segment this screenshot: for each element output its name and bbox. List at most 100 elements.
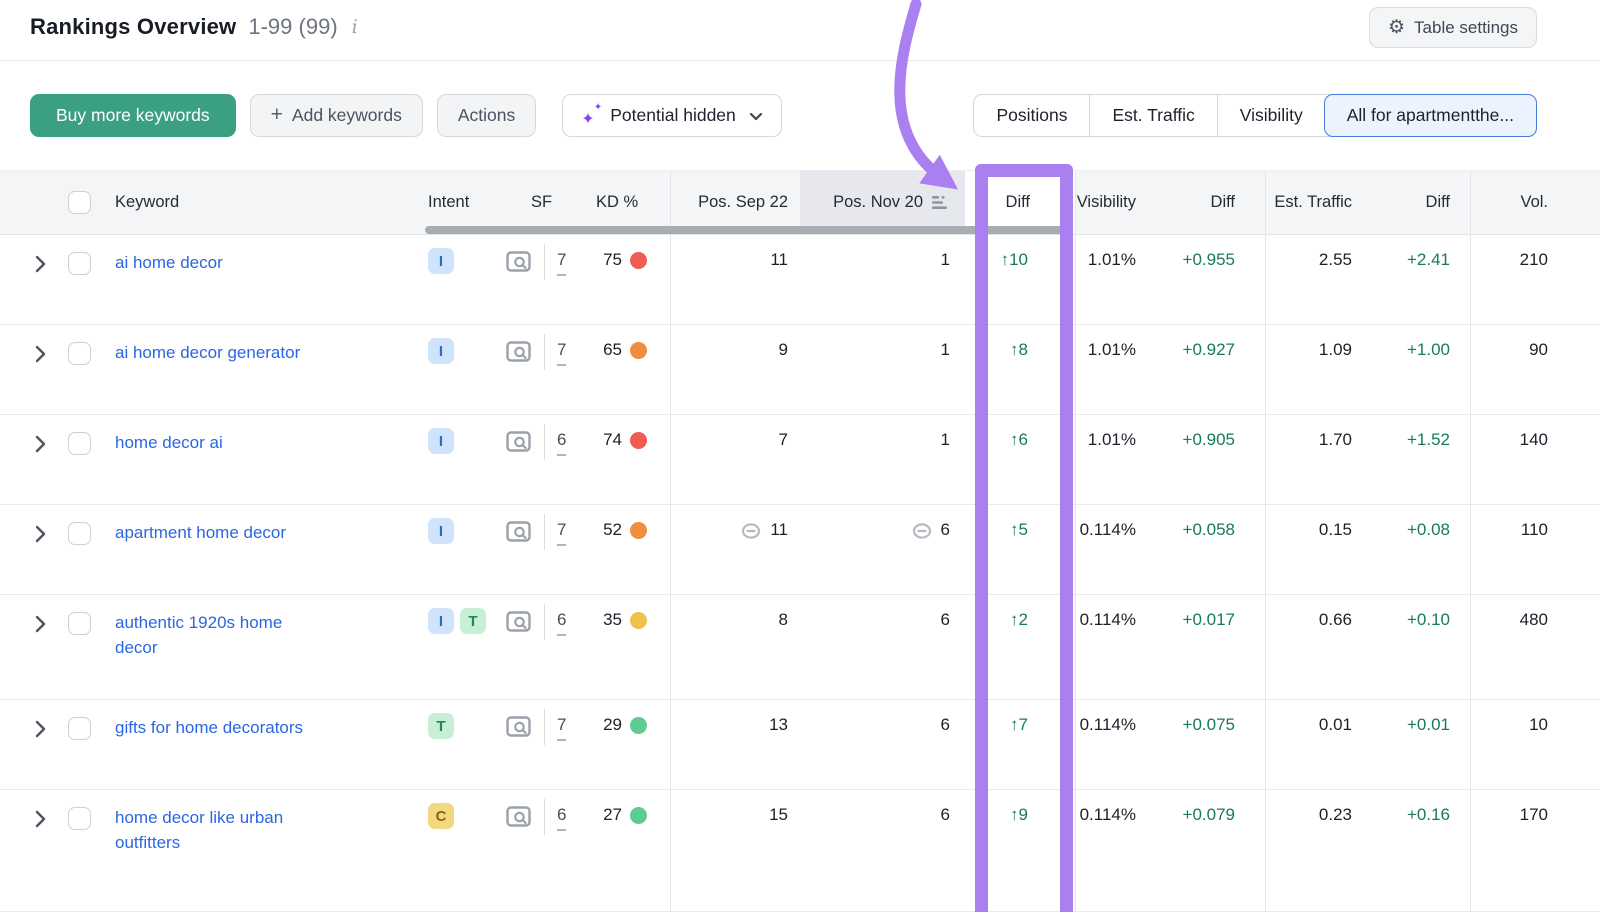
- position-diff-value: ↑5: [1010, 520, 1028, 540]
- sparkles-icon: ✦ ✦: [581, 106, 601, 126]
- sf-count-link[interactable]: 7: [557, 520, 566, 546]
- kd-level-dot: [630, 612, 647, 629]
- expand-row-control[interactable]: [0, 235, 60, 324]
- chevron-down-icon: [749, 112, 763, 121]
- expand-row-control[interactable]: [0, 595, 60, 699]
- intent-badge-informational: I: [428, 518, 454, 544]
- sf-divider: [544, 514, 545, 550]
- col-header-volume[interactable]: Vol.: [1470, 171, 1600, 234]
- col-header-visibility[interactable]: Visibility: [1075, 171, 1161, 234]
- kd-value: 29: [596, 715, 622, 735]
- col-header-position-diff[interactable]: Diff: [965, 171, 1075, 234]
- serp-features-icon[interactable]: [506, 806, 532, 833]
- expand-row-control[interactable]: [0, 790, 60, 911]
- horizontal-scrollbar-thumb[interactable]: [425, 226, 1063, 234]
- traffic-diff-value: +0.10: [1407, 610, 1450, 630]
- segment-all-for-project[interactable]: All for apartmentthe...: [1324, 94, 1537, 137]
- col-header-kd[interactable]: KD %: [590, 171, 670, 234]
- position-diff-value: ↑2: [1010, 610, 1028, 630]
- row-checkbox[interactable]: [68, 612, 91, 635]
- segment-positions[interactable]: Positions: [974, 95, 1089, 136]
- serp-features-icon[interactable]: [506, 521, 532, 548]
- sf-count-link[interactable]: 7: [557, 250, 566, 276]
- pos-nov-20-value: 6: [941, 715, 950, 735]
- keyword-link[interactable]: ai home decor: [115, 250, 223, 275]
- expand-row-control[interactable]: [0, 415, 60, 504]
- serp-features-icon[interactable]: [506, 341, 532, 368]
- pos-sep-22-value: 9: [779, 340, 788, 360]
- kd-value: 35: [596, 610, 622, 630]
- row-checkbox[interactable]: [68, 342, 91, 365]
- row-checkbox[interactable]: [68, 807, 91, 830]
- sf-count-link[interactable]: 6: [557, 805, 566, 831]
- visibility-value: 0.114%: [1080, 610, 1136, 630]
- row-checkbox[interactable]: [68, 522, 91, 545]
- col-header-traffic-diff[interactable]: Diff: [1377, 171, 1470, 234]
- col-header-intent[interactable]: Intent: [420, 171, 496, 234]
- sf-count-link[interactable]: 6: [557, 430, 566, 456]
- keyword-link[interactable]: home decor like urban outfitters: [115, 805, 283, 855]
- expand-row-control[interactable]: [0, 700, 60, 789]
- col-header-pos-nov-20[interactable]: Pos. Nov 20: [800, 171, 965, 234]
- visibility-diff-value: +0.079: [1183, 805, 1235, 825]
- chevron-right-icon: [35, 720, 46, 738]
- sf-count-link[interactable]: 7: [557, 340, 566, 366]
- select-all-checkbox[interactable]: [68, 191, 91, 214]
- serp-features-icon[interactable]: [506, 716, 532, 743]
- table-row: apartment home decor I 7 52: [0, 505, 1600, 595]
- sf-divider: [544, 799, 545, 835]
- intent-badge-commercial: C: [428, 803, 454, 829]
- kd-level-dot: [630, 252, 647, 269]
- intent-badges: I: [420, 415, 496, 504]
- buy-more-keywords-button[interactable]: Buy more keywords: [30, 94, 236, 137]
- intent-badges: I: [420, 235, 496, 324]
- pos-nov-20-value: 1: [941, 340, 950, 360]
- row-checkbox[interactable]: [68, 432, 91, 455]
- table-row: gifts for home decorators T 7 29: [0, 700, 1600, 790]
- potential-hidden-label: Potential hidden: [610, 105, 736, 126]
- keyword-link[interactable]: ai home decor generator: [115, 340, 300, 365]
- row-checkbox[interactable]: [68, 252, 91, 275]
- chevron-right-icon: [35, 615, 46, 633]
- serp-features-icon[interactable]: [506, 431, 532, 458]
- segment-visibility[interactable]: Visibility: [1217, 95, 1325, 136]
- add-keywords-label: Add keywords: [292, 105, 402, 126]
- serp-features-icon[interactable]: [506, 251, 532, 278]
- table-settings-button[interactable]: ⚙ Table settings: [1369, 7, 1537, 48]
- link-icon: [911, 522, 933, 545]
- actions-button[interactable]: Actions: [437, 94, 536, 137]
- intent-badge-transactional: T: [428, 713, 454, 739]
- add-keywords-button[interactable]: + Add keywords: [250, 94, 423, 137]
- intent-badge-transactional: T: [460, 608, 486, 634]
- title-bar: Rankings Overview 1-99 (99) i ⚙ Table se…: [0, 0, 1600, 61]
- keyword-link[interactable]: gifts for home decorators: [115, 715, 303, 740]
- col-header-keyword[interactable]: Keyword: [106, 171, 420, 234]
- kd-value: 74: [596, 430, 622, 450]
- sf-count-link[interactable]: 7: [557, 715, 566, 741]
- potential-hidden-dropdown[interactable]: ✦ ✦ Potential hidden: [562, 94, 782, 137]
- keyword-link[interactable]: home decor ai: [115, 430, 223, 455]
- position-diff-value: ↑9: [1010, 805, 1028, 825]
- info-icon[interactable]: i: [352, 16, 358, 38]
- expand-row-control[interactable]: [0, 325, 60, 414]
- pos-sep-22-value: 11: [770, 250, 788, 270]
- pos-nov-20-value: 6: [941, 610, 950, 630]
- intent-badge-informational: I: [428, 428, 454, 454]
- keyword-link[interactable]: authentic 1920s home decor: [115, 610, 282, 660]
- col-header-pos-sep-22[interactable]: Pos. Sep 22: [670, 171, 800, 234]
- expand-row-control[interactable]: [0, 505, 60, 594]
- pos-nov-20-label: Pos. Nov 20: [833, 193, 923, 212]
- serp-features-icon[interactable]: [506, 611, 532, 638]
- kd-level-dot: [630, 522, 647, 539]
- intent-badges: T: [420, 700, 496, 789]
- col-header-visibility-diff[interactable]: Diff: [1161, 171, 1265, 234]
- keyword-link[interactable]: apartment home decor: [115, 520, 286, 545]
- sf-count-link[interactable]: 6: [557, 610, 566, 636]
- table-row: ai home decor generator I 7 65: [0, 325, 1600, 415]
- gear-icon: ⚙: [1388, 18, 1405, 37]
- chevron-right-icon: [35, 345, 46, 363]
- row-checkbox[interactable]: [68, 717, 91, 740]
- segment-est-traffic[interactable]: Est. Traffic: [1089, 95, 1216, 136]
- col-header-est-traffic[interactable]: Est. Traffic: [1265, 171, 1377, 234]
- col-header-sf[interactable]: SF: [496, 171, 590, 234]
